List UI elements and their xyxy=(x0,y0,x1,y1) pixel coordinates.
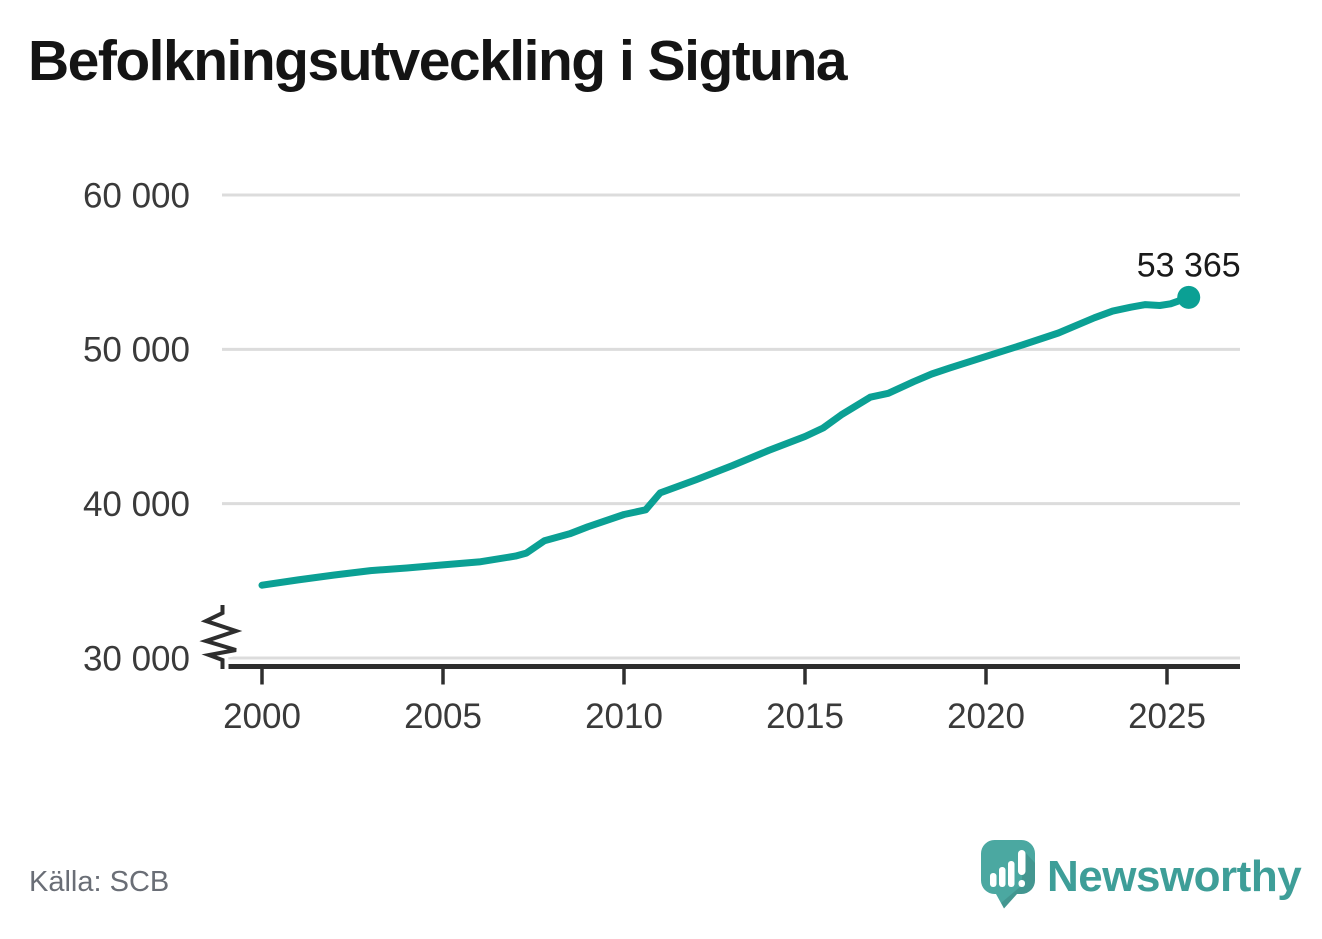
newsworthy-logo-icon xyxy=(981,840,1035,909)
x-axis-tick-label: 2005 xyxy=(404,697,482,736)
population-line xyxy=(258,293,1193,589)
source-note: Källa: SCB xyxy=(29,866,170,898)
logo-shade xyxy=(1001,852,1035,909)
logo-exclamation-dot xyxy=(1018,880,1025,887)
x-axis-tick-label: 2015 xyxy=(766,697,844,736)
x-axis-tick-label: 2000 xyxy=(223,697,301,736)
end-value-label: 53 365 xyxy=(1137,246,1241,284)
logo-exclamation-bar xyxy=(1018,850,1026,875)
x-axis-tick-label: 2020 xyxy=(947,697,1025,736)
y-axis-break-icon xyxy=(199,605,243,669)
brand-lockup: Newsworthy xyxy=(981,840,1302,912)
x-axis-tick-label: 2025 xyxy=(1128,697,1206,736)
y-axis-tick-label: 60 000 xyxy=(83,176,190,215)
y-axis-tick-label: 30 000 xyxy=(83,639,190,678)
y-axis-tick-label: 40 000 xyxy=(83,485,190,524)
x-axis-tick-label: 2010 xyxy=(585,697,663,736)
brand-name: Newsworthy xyxy=(1047,852,1302,901)
y-axis-tick-label: 50 000 xyxy=(83,331,190,370)
chart-title: Befolkningsutveckling i Sigtuna xyxy=(28,29,848,93)
end-point-dot xyxy=(1177,285,1201,309)
logo-bar-small xyxy=(990,873,997,887)
logo-bar-tall xyxy=(1008,861,1015,887)
logo-bar-medium xyxy=(999,867,1006,887)
